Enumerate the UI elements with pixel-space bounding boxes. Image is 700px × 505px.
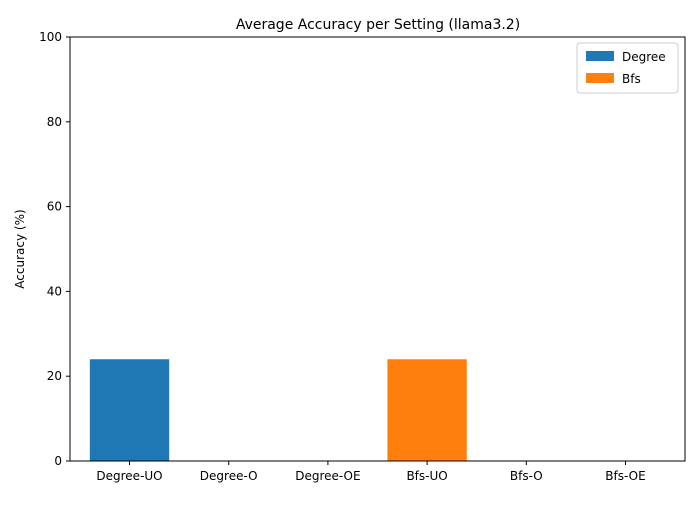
y-tick-label: 100 <box>39 30 62 44</box>
x-tick-label: Bfs-O <box>510 469 543 483</box>
legend-label-bfs: Bfs <box>622 72 641 86</box>
y-tick-label: 20 <box>47 369 62 383</box>
y-tick-label: 0 <box>54 454 62 468</box>
bar-degree-uo <box>89 359 170 461</box>
plot-area-frame <box>69 36 686 462</box>
y-axis-ticks: 0 20 40 60 80 100 <box>39 30 70 468</box>
legend: Degree Bfs <box>576 42 679 94</box>
x-tick-label: Bfs-UO <box>406 469 447 483</box>
y-tick-label: 60 <box>47 200 62 214</box>
y-tick-label: 40 <box>47 284 62 298</box>
y-tick-label: 80 <box>47 115 62 129</box>
x-tick-label: Degree-OE <box>295 469 360 483</box>
legend-swatch-degree <box>586 51 614 61</box>
bars-group <box>89 359 467 461</box>
y-axis-label: Accuracy (%) <box>13 209 27 288</box>
x-axis-ticks: Degree-UO Degree-O Degree-OE Bfs-UO Bfs-O Bfs… <box>96 461 646 483</box>
x-tick-label: Degree-UO <box>96 469 162 483</box>
legend-swatch-bfs <box>586 73 614 83</box>
x-tick-label: Degree-O <box>200 469 258 483</box>
legend-label-degree: Degree <box>622 50 666 64</box>
bar-bfs-uo <box>387 359 467 461</box>
chart-title: Average Accuracy per Setting (llama3.2) <box>236 17 520 33</box>
x-tick-label: Bfs-OE <box>605 469 645 483</box>
